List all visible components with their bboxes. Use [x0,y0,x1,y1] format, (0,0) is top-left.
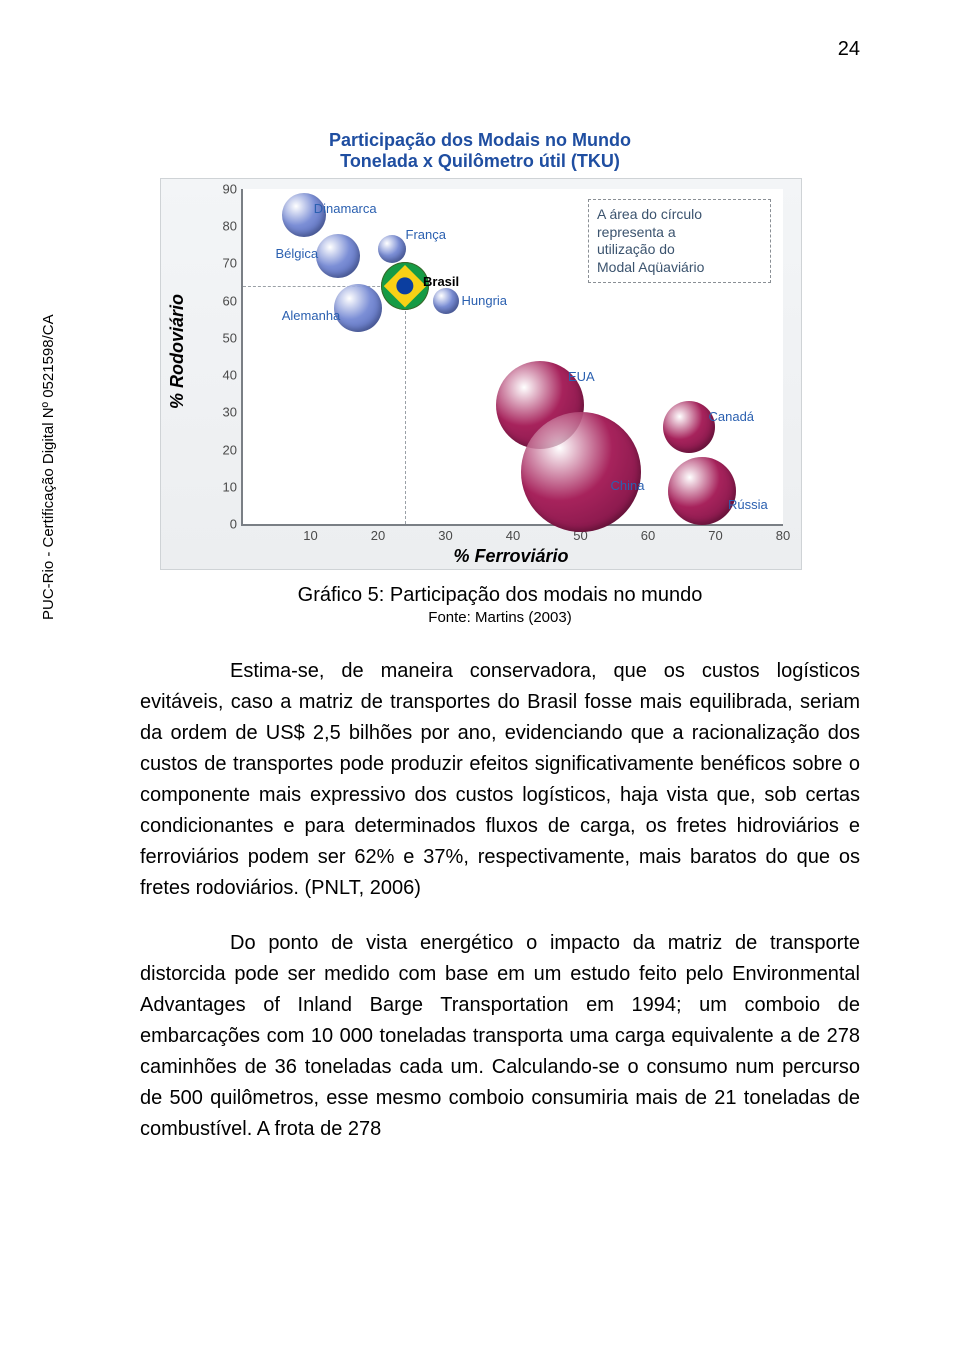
y-tick: 70 [223,256,243,271]
bubble-label: EUA [568,369,595,384]
x-tick: 60 [641,524,655,543]
x-axis-label: % Ferroviário [241,546,781,567]
x-tick: 10 [303,524,317,543]
guide-line-vertical [405,286,406,524]
x-tick: 30 [438,524,452,543]
page: 24 PUC-Rio - Certificação Digital Nº 052… [0,0,960,1229]
x-tick: 80 [776,524,790,543]
bubble-label: Canadá [709,409,755,424]
bubble-label: Alemanha [282,308,341,323]
x-tick: 70 [708,524,722,543]
bubble-rússia [668,457,736,525]
bubble-label: Bélgica [276,246,319,261]
page-number: 24 [838,38,860,61]
bubble-label: China [611,478,645,493]
chart-title-line1: Participação dos Modais no Mundo [160,130,800,151]
y-tick: 20 [223,442,243,457]
figure-source: Fonte: Martins (2003) [140,609,860,626]
bubble-label: Dinamarca [314,201,377,216]
y-tick: 30 [223,405,243,420]
bubble-frança [378,235,406,263]
y-tick: 90 [223,182,243,197]
chart-note-line: representa a [597,224,762,242]
chart-title-line2: Tonelada x Quilômetro útil (TKU) [160,151,800,172]
paragraph-1: Estima-se, de maneira conservadora, que … [140,656,860,904]
y-tick: 0 [230,517,243,532]
bubble-canadá [663,401,715,453]
side-certification-label: PUC-Rio - Certificação Digital Nº 052159… [40,314,57,620]
y-tick: 60 [223,293,243,308]
x-tick: 20 [371,524,385,543]
chart-note-line: Modal Aqüaviário [597,259,762,277]
bubble-label: França [406,227,446,242]
y-tick: 50 [223,330,243,345]
x-tick: 40 [506,524,520,543]
chart-note-box: A área do círculorepresenta autilização … [588,199,771,283]
chart-area: % Rodoviário 010203040506070809010203040… [160,178,802,570]
bubble-label: Brasil [423,274,459,289]
y-tick: 80 [223,219,243,234]
chart-plot: 01020304050607080901020304050607080Dinam… [241,189,783,526]
chart-container: Participação dos Modais no Mundo Tonelad… [160,130,800,570]
bubble-alemanha [334,284,382,332]
bubble-hungria [433,288,459,314]
bubble-label: Hungria [462,293,508,308]
bubble-brasil-flag-icon [381,262,429,310]
chart-note-line: A área do círculo [597,206,762,224]
bubble-label: Rússia [728,497,768,512]
bubble-china [521,412,641,532]
figure-caption: Gráfico 5: Participação dos modais no mu… [140,584,860,607]
bubble-bélgica [316,234,360,278]
paragraph-2: Do ponto de vista energético o impacto d… [140,928,860,1145]
chart-note-line: utilização do [597,241,762,259]
y-tick: 10 [223,479,243,494]
y-axis-label: % Rodoviário [167,294,188,409]
y-tick: 40 [223,368,243,383]
